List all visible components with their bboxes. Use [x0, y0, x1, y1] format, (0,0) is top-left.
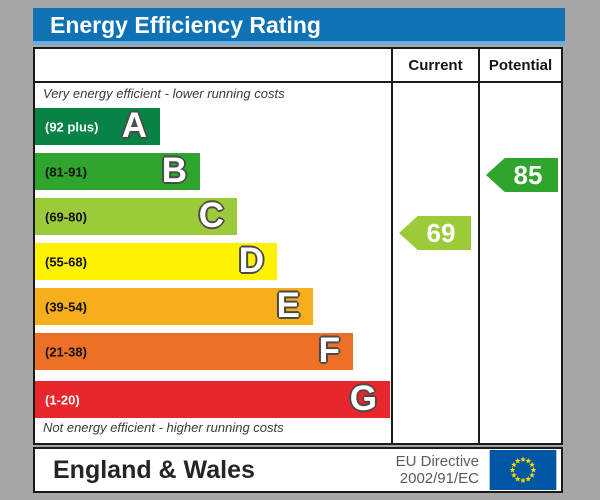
footer: England & Wales EU Directive 2002/91/EC: [33, 447, 563, 493]
column-divider-potential: [478, 49, 480, 443]
band-range-label: (92 plus): [45, 119, 99, 134]
band-range-label: (1-20): [45, 392, 80, 407]
eu-flag-icon: [489, 450, 557, 490]
rating-band-F: (21-38) F: [35, 333, 353, 370]
title-bar: Energy Efficiency Rating: [33, 8, 565, 45]
band-letter: G: [349, 379, 377, 418]
top-note: Very energy efficient - lower running co…: [43, 86, 285, 101]
band-letter: E: [276, 286, 300, 325]
rating-table: Current Potential Very energy efficient …: [33, 47, 563, 445]
potential-rating-value: 85: [513, 160, 543, 190]
rating-band-B: (81-91) B: [35, 153, 200, 190]
rating-band-G: (1-20) G: [35, 381, 390, 418]
rating-band-A: (92 plus) A: [35, 108, 160, 145]
chart-title: Energy Efficiency Rating: [50, 12, 321, 38]
band-letter: A: [121, 106, 147, 145]
region-label: England & Wales: [53, 455, 255, 484]
band-range-label: (39-54): [45, 299, 87, 314]
band-range-label: (55-68): [45, 254, 87, 269]
potential-column-header: Potential: [488, 57, 553, 74]
rating-band-C: (69-80) C: [35, 198, 237, 235]
rating-band-D: (55-68) D: [35, 243, 277, 280]
band-range-label: (21-38): [45, 344, 87, 359]
band-letter: D: [238, 241, 264, 280]
header-row-divider: [35, 81, 561, 83]
potential-rating-arrow: 85: [486, 158, 558, 192]
current-column-header: Current: [408, 57, 463, 74]
eu-directive-line2: 2002/91/EC: [399, 470, 479, 487]
band-range-label: (81-91): [45, 164, 87, 179]
band-letter: F: [318, 331, 340, 370]
title-bar-highlight: [33, 41, 565, 45]
column-divider-current: [391, 49, 393, 443]
band-letter: B: [161, 151, 187, 190]
eu-directive-line1: EU Directive: [395, 453, 479, 470]
band-range-label: (69-80): [45, 209, 87, 224]
current-rating-arrow: 69: [399, 216, 471, 250]
rating-band-E: (39-54) E: [35, 288, 313, 325]
band-letter: C: [198, 196, 224, 235]
current-rating-value: 69: [426, 218, 456, 248]
bottom-note: Not energy efficient - higher running co…: [43, 420, 284, 435]
eu-directive-label: EU Directive 2002/91/EC: [396, 453, 479, 487]
